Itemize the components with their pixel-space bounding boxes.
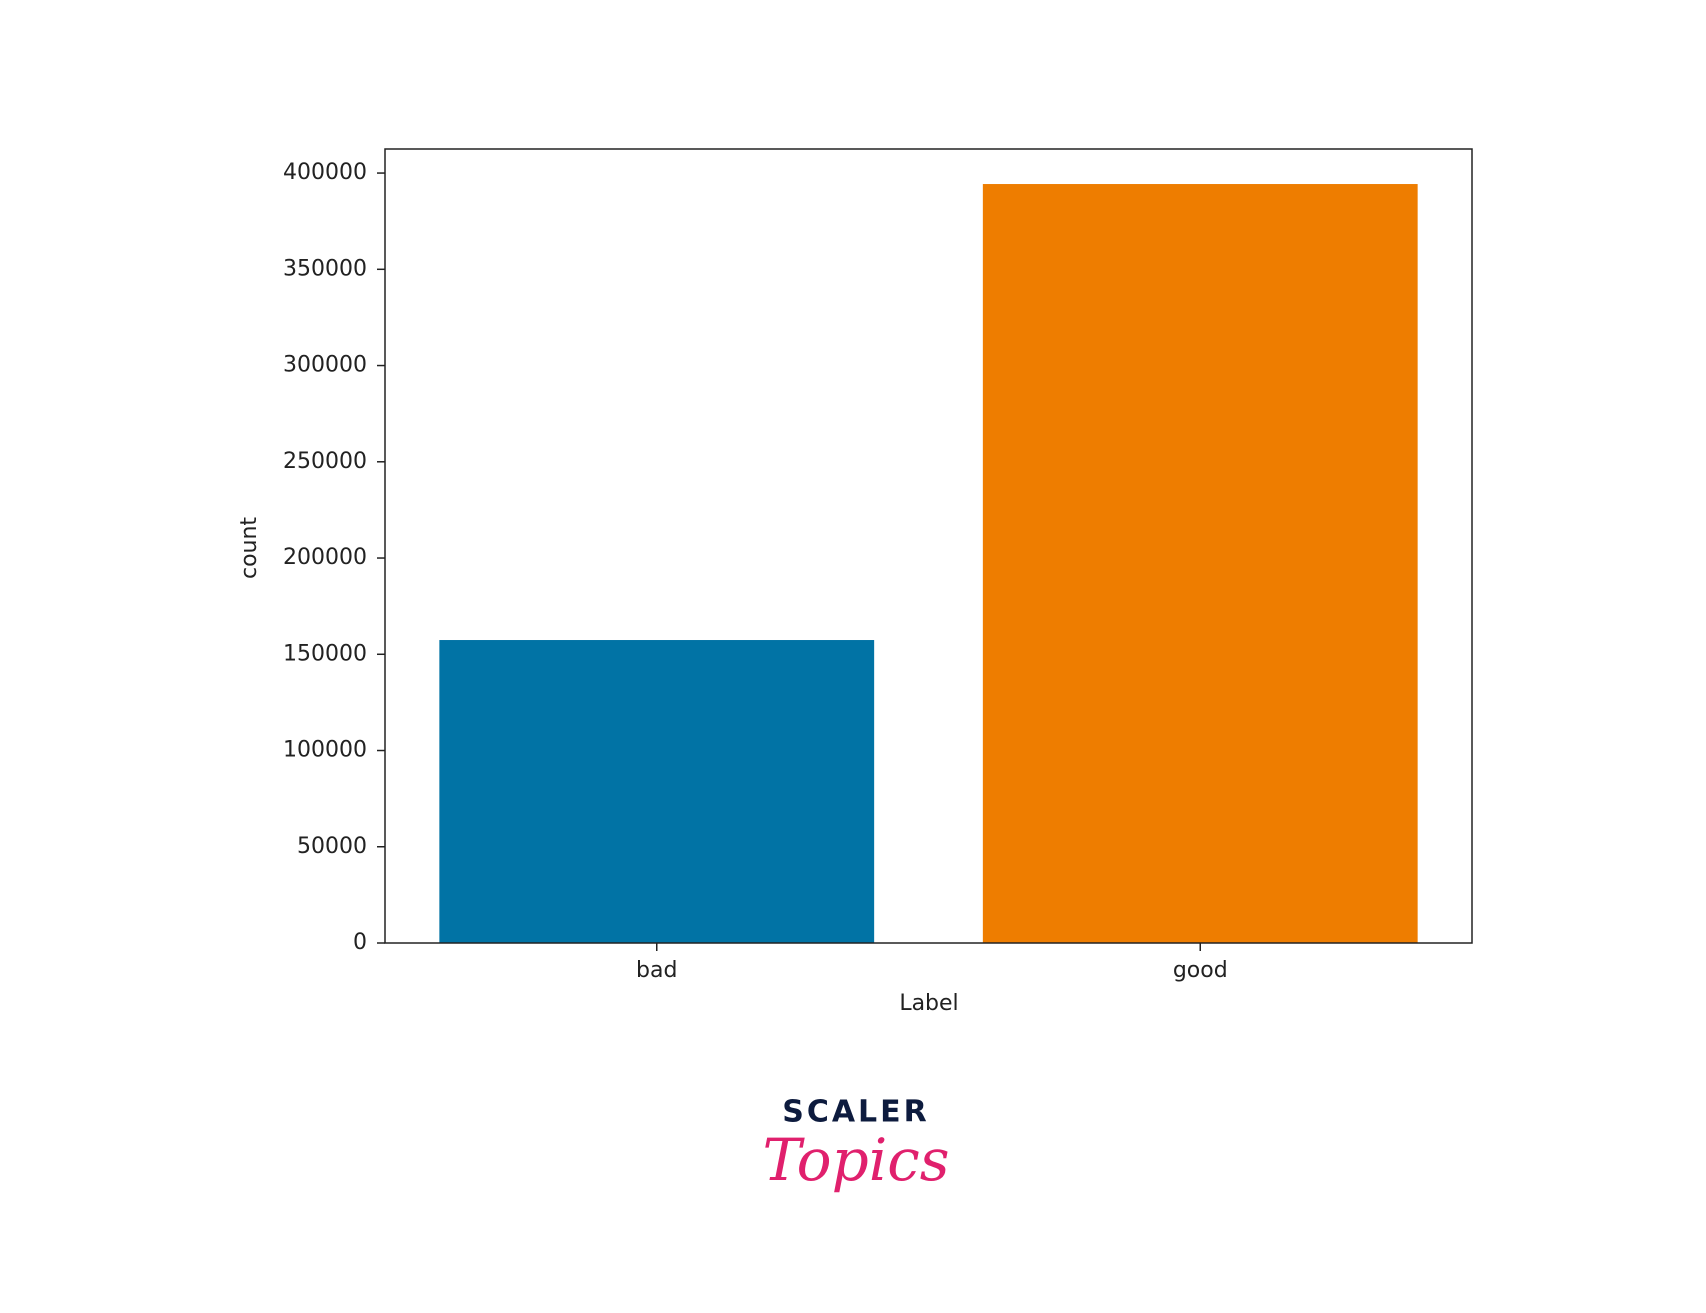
y-tick-label: 250000 bbox=[283, 449, 367, 474]
y-tick-label: 100000 bbox=[283, 738, 367, 763]
y-axis-label: count bbox=[237, 517, 262, 579]
x-tick-label: bad bbox=[636, 958, 677, 983]
y-tick-label: 0 bbox=[353, 930, 367, 955]
y-tick-label: 300000 bbox=[283, 353, 367, 378]
y-tick-label: 150000 bbox=[283, 641, 367, 666]
y-tick-label: 400000 bbox=[283, 160, 367, 185]
x-axis-label: Label bbox=[899, 991, 958, 1016]
logo-script: Topics bbox=[762, 1126, 949, 1194]
y-tick-label: 350000 bbox=[283, 256, 367, 281]
bar bbox=[439, 640, 875, 943]
y-tick-label: 50000 bbox=[297, 834, 367, 859]
plot-frame bbox=[384, 148, 1473, 944]
logo-text: SCALER bbox=[782, 1095, 930, 1130]
bar bbox=[982, 184, 1418, 944]
x-tick-label: good bbox=[1173, 958, 1228, 983]
y-tick-label: 200000 bbox=[283, 545, 367, 570]
